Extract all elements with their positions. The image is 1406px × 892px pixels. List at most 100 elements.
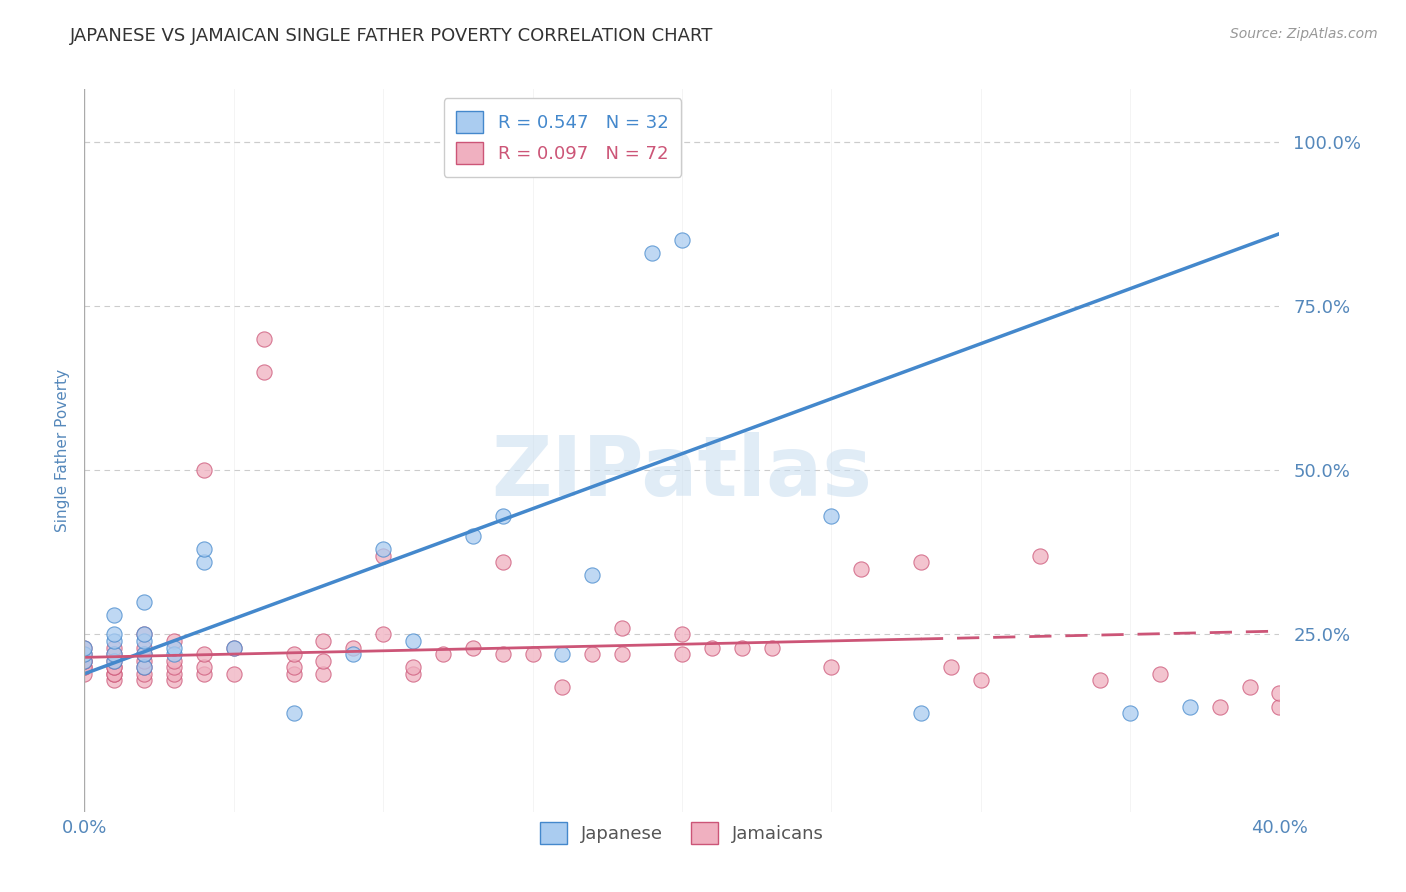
Point [551, 680, 574, 694]
Point [132, 640, 156, 655]
Point [283, 660, 305, 674]
Point [432, 647, 454, 661]
Point [402, 634, 425, 648]
Point [163, 666, 186, 681]
Point [103, 660, 125, 674]
Point [1090, 673, 1112, 688]
Point [373, 549, 395, 563]
Point [103, 666, 125, 681]
Point [73, 654, 96, 668]
Point [73, 647, 96, 661]
Point [73, 666, 96, 681]
Point [612, 621, 634, 635]
Point [163, 654, 186, 668]
Point [551, 647, 574, 661]
Point [402, 666, 425, 681]
Point [73, 654, 96, 668]
Point [132, 654, 156, 668]
Point [1149, 666, 1171, 681]
Point [103, 647, 125, 661]
Point [193, 660, 215, 674]
Point [970, 673, 993, 688]
Point [671, 647, 693, 661]
Point [193, 541, 215, 556]
Point [73, 660, 96, 674]
Point [163, 640, 186, 655]
Point [132, 647, 156, 661]
Point [1178, 699, 1201, 714]
Point [193, 463, 215, 477]
Point [731, 640, 754, 655]
Point [73, 647, 96, 661]
Point [1239, 680, 1261, 694]
Point [222, 666, 245, 681]
Point [342, 647, 364, 661]
Point [163, 660, 186, 674]
Point [312, 634, 335, 648]
Text: Source: ZipAtlas.com: Source: ZipAtlas.com [1230, 27, 1378, 41]
Legend: Japanese, Jamaicans: Japanese, Jamaicans [531, 814, 832, 854]
Point [522, 647, 544, 661]
Point [103, 640, 125, 655]
Point [132, 666, 156, 681]
Point [373, 627, 395, 641]
Point [73, 640, 96, 655]
Point [103, 647, 125, 661]
Text: ZIPatlas: ZIPatlas [492, 432, 872, 513]
Point [761, 640, 783, 655]
Point [132, 627, 156, 641]
Point [103, 654, 125, 668]
Point [312, 666, 335, 681]
Point [132, 627, 156, 641]
Point [73, 660, 96, 674]
Point [851, 562, 873, 576]
Point [103, 654, 125, 668]
Point [1268, 699, 1291, 714]
Point [671, 627, 693, 641]
Point [492, 509, 515, 524]
Point [132, 634, 156, 648]
Point [581, 647, 603, 661]
Point [492, 555, 515, 569]
Point [1209, 699, 1232, 714]
Point [671, 233, 693, 247]
Point [132, 673, 156, 688]
Point [163, 673, 186, 688]
Point [283, 666, 305, 681]
Point [222, 640, 245, 655]
Point [222, 640, 245, 655]
Point [910, 555, 932, 569]
Point [73, 654, 96, 668]
Point [163, 634, 186, 648]
Point [342, 640, 364, 655]
Point [193, 666, 215, 681]
Point [73, 640, 96, 655]
Point [402, 660, 425, 674]
Point [1119, 706, 1142, 721]
Point [461, 640, 484, 655]
Point [312, 654, 335, 668]
Point [612, 647, 634, 661]
Point [939, 660, 962, 674]
Point [103, 673, 125, 688]
Point [103, 627, 125, 641]
Point [132, 647, 156, 661]
Point [253, 332, 276, 346]
Point [163, 647, 186, 661]
Point [492, 647, 515, 661]
Point [103, 660, 125, 674]
Point [103, 666, 125, 681]
Point [103, 607, 125, 622]
Point [700, 640, 723, 655]
Point [103, 634, 125, 648]
Point [820, 660, 842, 674]
Point [373, 541, 395, 556]
Point [132, 660, 156, 674]
Point [581, 568, 603, 582]
Point [283, 706, 305, 721]
Point [132, 594, 156, 608]
Text: JAPANESE VS JAMAICAN SINGLE FATHER POVERTY CORRELATION CHART: JAPANESE VS JAMAICAN SINGLE FATHER POVER… [70, 27, 714, 45]
Point [193, 647, 215, 661]
Point [253, 365, 276, 379]
Y-axis label: Single Father Poverty: Single Father Poverty [55, 369, 70, 532]
